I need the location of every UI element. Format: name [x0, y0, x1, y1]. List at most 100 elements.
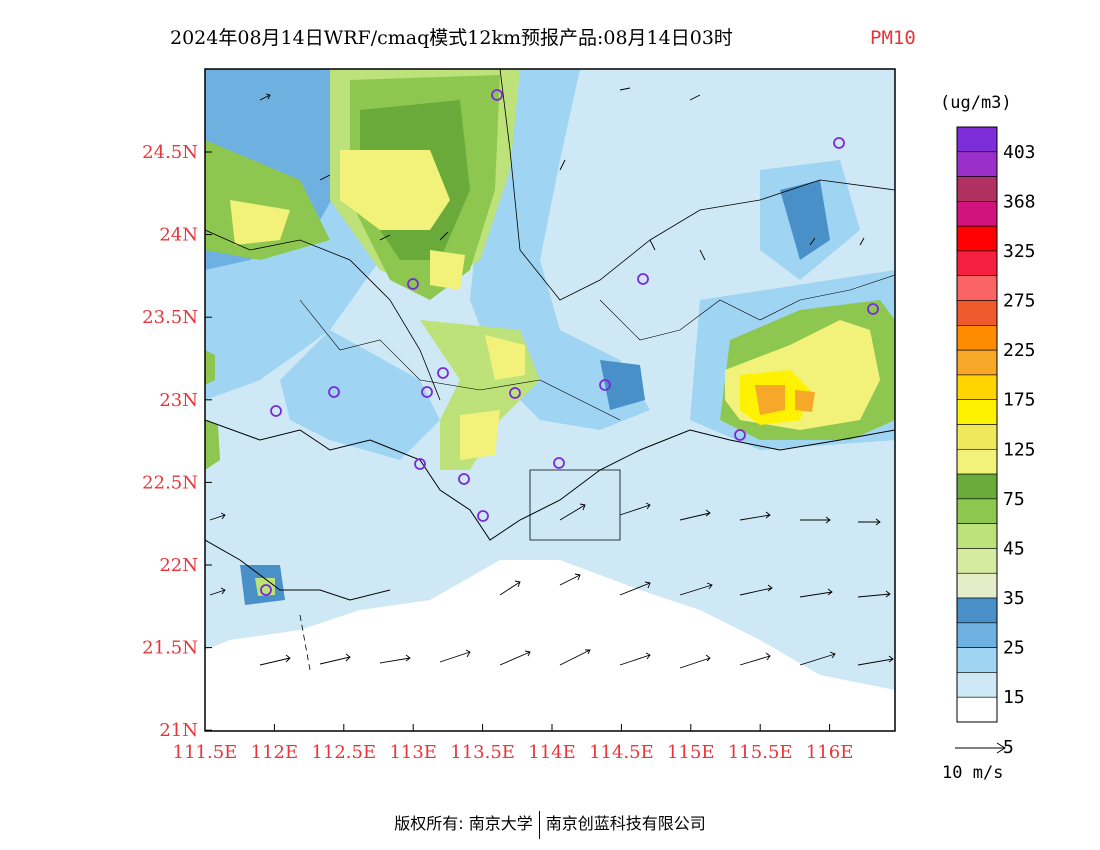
legend-swatch: [956, 696, 998, 723]
x-tick-label: 113E: [389, 742, 437, 763]
legend-label: 368: [1003, 191, 1036, 212]
legend-swatch: [956, 622, 998, 648]
legend-swatch: [956, 201, 998, 227]
legend-swatch: [956, 225, 998, 252]
field-15-center: [280, 330, 440, 460]
field-west-blob2: [205, 420, 220, 470]
legend-labels: 403 368 325 275 225 175 125 75 45 35 25 15 5: [1003, 142, 1036, 758]
station-marker: [637, 273, 649, 285]
x-tick-label: 115E: [667, 742, 715, 763]
wind-scale-label: 10 m/s: [942, 763, 1003, 783]
org-chuanglan: 南京创蓝科技有限公司: [545, 814, 706, 833]
legend-swatch: [956, 523, 998, 549]
legend-swatch: [956, 572, 998, 599]
field-175-east2: [795, 390, 815, 412]
y-tick-label: 21N: [159, 720, 198, 741]
footer: 版权所有: 南京大学 南京创蓝科技有限公司: [0, 810, 1100, 839]
legend-swatch: [956, 374, 998, 401]
county-boundary2: [299, 299, 621, 421]
concentration-field: [205, 69, 895, 731]
station-marker: [867, 303, 879, 315]
station-marker: [260, 584, 272, 596]
chart-title: 2024年08月14日WRF/cmaq模式12km预报产品:08月14日03时: [170, 27, 733, 49]
y-tick-label: 22N: [159, 555, 198, 576]
field-75-mid: [430, 250, 465, 290]
y-tick-label: 23N: [159, 390, 198, 411]
legend-label: 45: [1003, 538, 1025, 559]
x-tick-label: 112E: [251, 742, 299, 763]
legend-swatch: [956, 300, 998, 326]
x-axis: 111.5E 112E 112.5E 113E 113.5E 114E 114.5E 115E…: [173, 724, 854, 763]
legend-swatch: [956, 325, 998, 351]
field-sw-core: [255, 578, 275, 596]
x-tick-label: 113.5E: [450, 742, 515, 763]
station-marker: [458, 473, 470, 485]
x-tick-label: 112.5E: [311, 742, 376, 763]
legend-label: 35: [1003, 588, 1025, 609]
field-25-ne: [780, 180, 830, 260]
color-legend: [956, 126, 998, 723]
station-marker: [421, 386, 433, 398]
footer-separator: [538, 810, 540, 839]
field-25-dot: [600, 360, 645, 410]
legend-swatch: [956, 597, 998, 624]
bay-boundary: [529, 469, 621, 541]
pollutant-label: PM10: [870, 27, 916, 49]
wind-scale: 10 m/s: [942, 742, 1006, 783]
legend-swatch: [956, 349, 998, 376]
legend-label: 125: [1003, 439, 1036, 460]
wind-scale-arrow: [955, 742, 1006, 754]
station-marker: [599, 379, 611, 391]
legend-label: 275: [1003, 291, 1036, 312]
station-marker: [328, 386, 340, 398]
wind-vectors: [209, 87, 894, 669]
legend-swatch: [956, 672, 998, 698]
coastline-west: [205, 539, 391, 601]
province-boundary: [205, 229, 441, 401]
x-tick-label: 115.5E: [728, 742, 793, 763]
station-marker: [491, 89, 503, 101]
legend-swatch: [956, 126, 998, 153]
station-marker: [437, 367, 449, 379]
station-marker: [414, 458, 426, 470]
county-boundary: [599, 274, 895, 341]
y-tick-label: 24.5N: [142, 142, 198, 163]
y-axis: 24.5N 24N 23.5N 23N 22.5N 22N 21.5N 21N: [142, 142, 212, 741]
station-marker: [509, 387, 521, 399]
field-75-west: [230, 200, 290, 245]
legend-swatch: [956, 424, 998, 450]
y-tick-label: 22.5N: [142, 472, 198, 493]
station-markers: [260, 89, 879, 596]
legend-swatch: [956, 176, 998, 202]
legend-swatch: [956, 448, 998, 475]
x-tick-label: 111.5E: [173, 742, 238, 763]
legend-label: 25: [1003, 638, 1025, 659]
legend-swatch: [956, 275, 998, 301]
coastline: [205, 419, 895, 541]
station-marker: [407, 278, 419, 290]
station-marker: [553, 457, 565, 469]
legend-label: 75: [1003, 489, 1025, 510]
station-marker: [477, 510, 489, 522]
x-tick-label: 116E: [806, 742, 854, 763]
x-tick-label: 114.5E: [589, 742, 654, 763]
legend-swatch: [956, 473, 998, 500]
field-75-center: [485, 335, 525, 380]
y-tick-label: 21.5N: [142, 638, 198, 659]
legend-swatch: [956, 399, 998, 425]
station-marker: [833, 137, 845, 149]
field-75-north: [340, 150, 450, 230]
legend-swatch: [956, 647, 998, 673]
legend-swatch: [956, 250, 998, 277]
legend-label: 325: [1003, 241, 1036, 262]
x-tick-label: 114E: [528, 742, 576, 763]
legend-label: 175: [1003, 390, 1036, 411]
legend-swatch: [956, 151, 998, 177]
legend-swatch: [956, 498, 998, 524]
copyright-label: 版权所有:: [394, 814, 464, 833]
station-marker: [270, 405, 282, 417]
legend-unit: (ug/m3): [940, 93, 1012, 113]
legend-swatch: [956, 548, 998, 574]
field-175-east: [755, 385, 785, 415]
